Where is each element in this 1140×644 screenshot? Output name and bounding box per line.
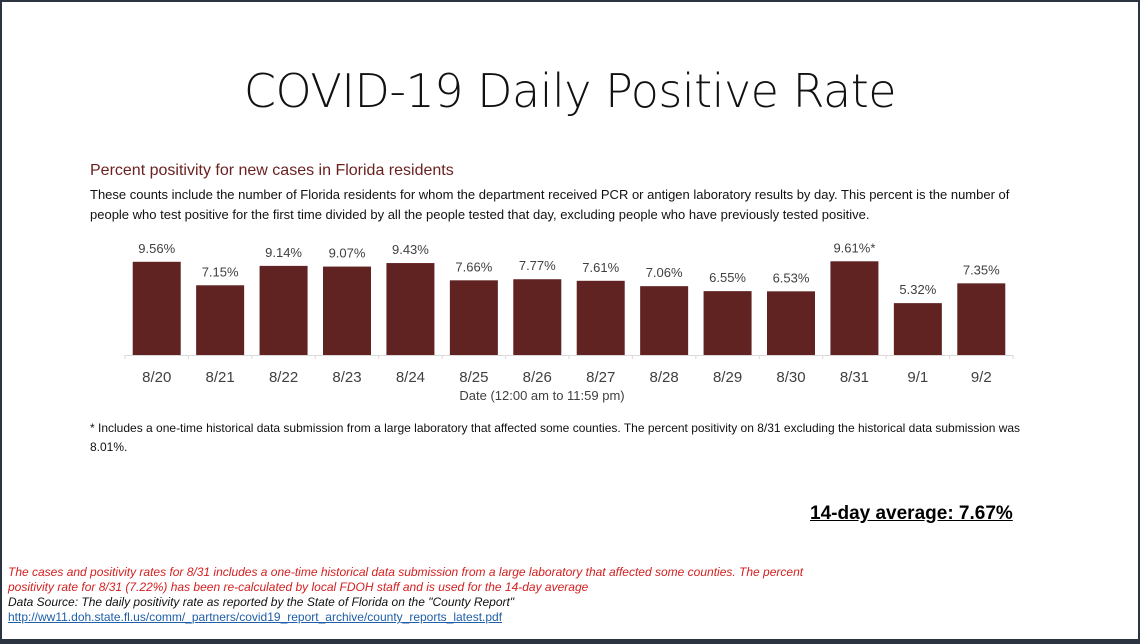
page-title: COVID-19 Daily Positive Rate bbox=[243, 64, 897, 118]
bar-9/2 bbox=[957, 283, 1006, 355]
x-tick-label: 8/29 bbox=[713, 369, 742, 386]
data-label: 7.61% bbox=[582, 260, 619, 275]
bar-8/29 bbox=[703, 291, 752, 355]
data-label: 5.32% bbox=[899, 282, 936, 297]
bar-8/25 bbox=[449, 280, 498, 355]
x-tick-label: 8/24 bbox=[396, 369, 425, 386]
bar-8/20 bbox=[132, 261, 181, 355]
data-label: 7.15% bbox=[202, 264, 239, 279]
source-link[interactable]: http://ww11.doh.state.fl.us/comm/_partne… bbox=[8, 610, 503, 624]
x-tick-label: 8/28 bbox=[650, 369, 679, 386]
bar-8/21 bbox=[196, 285, 245, 355]
data-label: 9.14% bbox=[265, 245, 302, 260]
x-tick-label: 8/23 bbox=[332, 369, 361, 386]
source-notes: The cases and positivity rates for 8/31 … bbox=[8, 565, 808, 625]
bar-8/31 bbox=[830, 261, 879, 355]
x-tick-label: 9/1 bbox=[907, 369, 928, 386]
bar-8/27 bbox=[576, 280, 625, 355]
data-label: 7.35% bbox=[963, 262, 1000, 277]
bar-8/26 bbox=[513, 279, 562, 355]
data-label: 7.77% bbox=[519, 258, 556, 273]
x-tick-label: 8/25 bbox=[459, 369, 488, 386]
fourteen-day-average: 14-day average: 7.67% bbox=[810, 503, 1013, 524]
chart-description: These counts include the number of Flori… bbox=[90, 187, 1010, 222]
data-label: 9.43% bbox=[392, 242, 429, 257]
data-label: 7.66% bbox=[455, 259, 492, 274]
bar-8/23 bbox=[323, 266, 371, 355]
chart-footnote: * Includes a one-time historical data su… bbox=[90, 421, 1021, 454]
data-label: 9.07% bbox=[329, 246, 366, 261]
x-tick-label: 8/27 bbox=[586, 369, 615, 386]
x-tick-label: 8/21 bbox=[206, 369, 235, 386]
bar-chart: 9.56% 8/20 7.15% 8/21 9.14% 8/22 9.07% 8/23 9.43… bbox=[124, 240, 1014, 403]
bar-8/30 bbox=[767, 291, 815, 355]
data-label: 7.06% bbox=[646, 265, 683, 280]
data-label: 9.61%* bbox=[833, 240, 875, 255]
chart-subtitle: Percent positivity for new cases in Flor… bbox=[90, 162, 454, 179]
data-source: Data Source: The daily positivity rate a… bbox=[8, 595, 515, 609]
bar-9/1 bbox=[893, 303, 942, 355]
bar-8/22 bbox=[259, 265, 308, 355]
x-tick-label: 9/2 bbox=[971, 369, 992, 386]
x-tick-label: 8/30 bbox=[776, 369, 805, 386]
x-tick-label: 8/22 bbox=[269, 369, 298, 386]
recalculation-note: The cases and positivity rates for 8/31 … bbox=[8, 565, 804, 594]
data-label: 9.56% bbox=[138, 241, 175, 256]
bar-8/24 bbox=[386, 263, 435, 355]
data-label: 6.55% bbox=[709, 270, 746, 285]
data-label: 6.53% bbox=[773, 270, 810, 285]
x-tick-label: 8/31 bbox=[840, 369, 869, 386]
x-axis-title: Date (12:00 am to 11:59 pm) bbox=[459, 388, 624, 403]
bar-8/28 bbox=[640, 286, 689, 355]
x-tick-label: 8/20 bbox=[142, 369, 171, 386]
x-tick-label: 8/26 bbox=[523, 369, 552, 386]
